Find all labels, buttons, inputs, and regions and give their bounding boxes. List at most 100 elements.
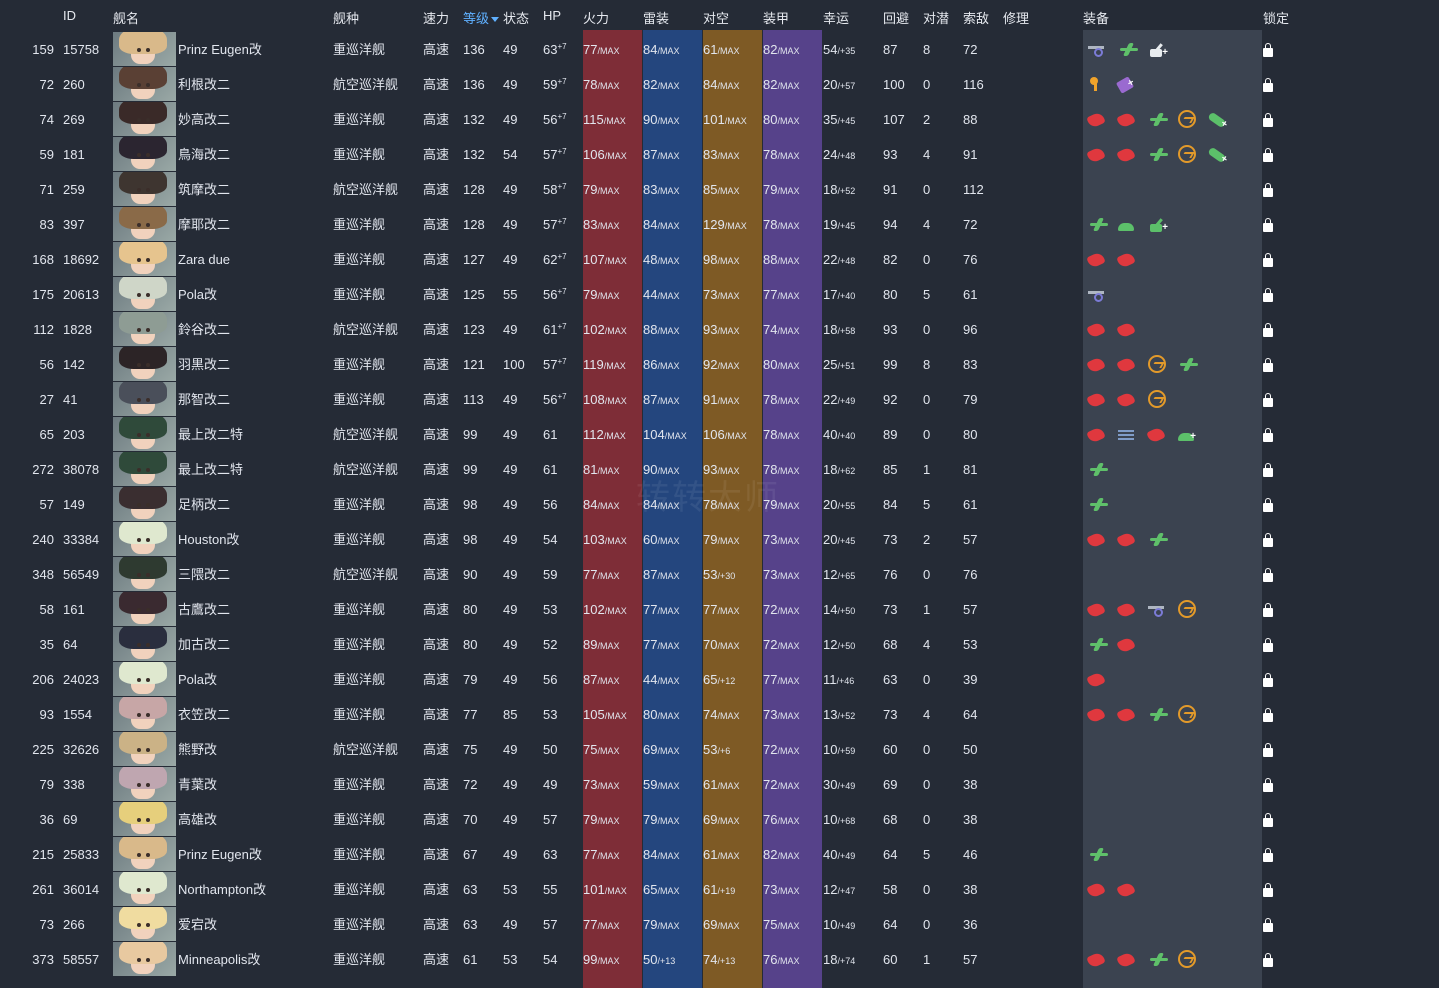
ship-name[interactable]: 鳥海改二 bbox=[178, 147, 231, 162]
main-gun-icon[interactable] bbox=[1086, 881, 1106, 899]
main-gun-icon[interactable] bbox=[1116, 321, 1136, 339]
aircraft-icon[interactable] bbox=[1148, 113, 1168, 125]
ship-name[interactable]: Houston改 bbox=[178, 532, 240, 547]
table-row[interactable]: 35 64 加古改二 重巡洋舰 高速 80 49 52 89/MAX 77/MAX 70/MAX 7… bbox=[0, 627, 1439, 662]
table-row[interactable]: 27 41 那智改二 重巡洋舰 高速 113 49 56+7 108/MAX 87/MAX 91/… bbox=[0, 382, 1439, 417]
table-row[interactable]: 79 338 青葉改 重巡洋舰 高速 72 49 49 73/MAX 59/MAX 61/MAX 7… bbox=[0, 767, 1439, 802]
table-row[interactable]: 57 149 足柄改二 重巡洋舰 高速 98 49 56 84/MAX 84/MAX 78/MAX… bbox=[0, 487, 1439, 522]
searchlight-icon[interactable] bbox=[1088, 75, 1104, 91]
seaplane-icon[interactable] bbox=[1148, 600, 1168, 618]
ship-name[interactable]: Zara due bbox=[178, 252, 231, 267]
table-row[interactable]: 373 58557 Minneapolis改 重巡洋舰 高速 61 53 54 99/MAX 5… bbox=[0, 942, 1439, 977]
header-cond[interactable]: 状态 bbox=[503, 11, 530, 26]
lock-toggle[interactable] bbox=[1263, 463, 1273, 481]
aircraft-icon[interactable] bbox=[1088, 463, 1108, 475]
bulge-icon[interactable] bbox=[1118, 223, 1134, 231]
repair-icon[interactable]: + bbox=[1115, 76, 1136, 94]
radar-icon[interactable] bbox=[1148, 355, 1166, 373]
main-gun-icon[interactable] bbox=[1116, 111, 1136, 129]
aircraft-icon[interactable] bbox=[1088, 848, 1108, 860]
ship-name[interactable]: Northampton改 bbox=[178, 882, 267, 897]
table-row[interactable]: 168 18692 Zara due 重巡洋舰 高速 127 49 62+7 107/MAX 4… bbox=[0, 242, 1439, 277]
seaplane-icon[interactable] bbox=[1088, 40, 1108, 58]
table-row[interactable]: 272 38078 最上改二特 航空巡洋舰 高速 99 49 61 81/MAX 90/MAX 9… bbox=[0, 452, 1439, 487]
aircraft-icon[interactable] bbox=[1088, 638, 1108, 650]
aircraft-icon[interactable] bbox=[1178, 358, 1198, 370]
main-gun-icon[interactable] bbox=[1086, 951, 1106, 969]
ship-name[interactable]: 古鷹改二 bbox=[178, 602, 231, 617]
lock-toggle[interactable] bbox=[1263, 78, 1273, 96]
main-gun-icon[interactable] bbox=[1086, 706, 1106, 724]
main-gun-icon[interactable] bbox=[1086, 671, 1106, 689]
ship-name[interactable]: 最上改二特 bbox=[178, 462, 244, 477]
armor-plate-icon[interactable] bbox=[1118, 429, 1134, 441]
header-los[interactable]: 索敌 bbox=[963, 11, 990, 26]
table-row[interactable]: 112 1828 鈴谷改二 航空巡洋舰 高速 123 49 61+7 102/MAX 88/MA… bbox=[0, 312, 1439, 347]
main-gun-icon[interactable] bbox=[1116, 706, 1136, 724]
lock-toggle[interactable] bbox=[1263, 183, 1273, 201]
aircraft-icon[interactable] bbox=[1088, 498, 1108, 510]
header-asw[interactable]: 对潜 bbox=[923, 11, 950, 26]
lock-toggle[interactable] bbox=[1263, 603, 1273, 621]
lock-toggle[interactable] bbox=[1263, 778, 1273, 796]
table-row[interactable]: 59 181 鳥海改二 重巡洋舰 高速 132 54 57+7 106/MAX 87/MAX 83… bbox=[0, 137, 1439, 172]
table-row[interactable]: 36 69 高雄改 重巡洋舰 高速 70 49 57 79/MAX 79/MAX 69/MAX 76… bbox=[0, 802, 1439, 837]
radar-icon[interactable] bbox=[1178, 110, 1196, 128]
ship-name[interactable]: 那智改二 bbox=[178, 392, 231, 407]
table-row[interactable]: 206 24023 Pola改 重巡洋舰 高速 79 49 56 87/MAX 44/MAX 65… bbox=[0, 662, 1439, 697]
ship-name[interactable]: 羽黒改二 bbox=[178, 357, 231, 372]
header-speed[interactable]: 速力 bbox=[423, 11, 450, 26]
ship-name[interactable]: 高雄改 bbox=[178, 812, 218, 827]
lock-toggle[interactable] bbox=[1263, 708, 1273, 726]
radar-icon[interactable] bbox=[1178, 145, 1196, 163]
lock-toggle[interactable] bbox=[1263, 218, 1273, 236]
lock-toggle[interactable] bbox=[1263, 498, 1273, 516]
ship-name[interactable]: 爱宕改 bbox=[178, 917, 218, 932]
lock-toggle[interactable] bbox=[1263, 323, 1273, 341]
ship-name[interactable]: 妙高改二 bbox=[178, 112, 231, 127]
seaplane-icon[interactable] bbox=[1088, 285, 1108, 303]
table-row[interactable]: 225 32626 熊野改 航空巡洋舰 高速 75 49 50 75/MAX 69/MAX 53/… bbox=[0, 732, 1439, 767]
table-row[interactable]: 93 1554 衣笠改二 重巡洋舰 高速 77 85 53 105/MAX 80/MAX 74/M… bbox=[0, 697, 1439, 732]
main-gun-icon[interactable] bbox=[1116, 391, 1136, 409]
aircraft-icon[interactable] bbox=[1118, 43, 1138, 55]
ship-name[interactable]: 鈴谷改二 bbox=[178, 322, 231, 337]
ship-name[interactable]: 衣笠改二 bbox=[178, 707, 231, 722]
header-evasion[interactable]: 回避 bbox=[883, 11, 910, 26]
table-row[interactable]: 73 266 爱宕改 重巡洋舰 高速 63 49 57 77/MAX 79/MAX 69/MAX 7… bbox=[0, 907, 1439, 942]
table-row[interactable]: 175 20613 Pola改 重巡洋舰 高速 125 55 56+7 79/MAX 44/MA… bbox=[0, 277, 1439, 312]
lock-toggle[interactable] bbox=[1263, 148, 1273, 166]
torpedo-icon[interactable]: + bbox=[1207, 111, 1229, 130]
main-gun-icon[interactable] bbox=[1116, 636, 1136, 654]
main-gun-icon[interactable] bbox=[1116, 356, 1136, 374]
ship-name[interactable]: 加古改二 bbox=[178, 637, 231, 652]
aircraft-icon[interactable] bbox=[1148, 708, 1168, 720]
table-row[interactable]: 215 25833 Prinz Eugen改 重巡洋舰 高速 67 49 63 77/MAX 8… bbox=[0, 837, 1439, 872]
header-name[interactable]: 舰名 bbox=[113, 11, 140, 26]
main-gun-icon[interactable] bbox=[1116, 531, 1136, 549]
lock-toggle[interactable] bbox=[1263, 253, 1273, 271]
main-gun-icon[interactable] bbox=[1116, 601, 1136, 619]
aircraft-icon[interactable] bbox=[1148, 533, 1168, 545]
lock-toggle[interactable] bbox=[1263, 288, 1273, 306]
main-gun-icon[interactable] bbox=[1086, 146, 1106, 164]
main-gun-icon[interactable] bbox=[1116, 146, 1136, 164]
table-row[interactable]: 83 397 摩耶改二 重巡洋舰 高速 128 49 57+7 83/MAX 84/MAX 129… bbox=[0, 207, 1439, 242]
ship-name[interactable]: 最上改二特 bbox=[178, 427, 244, 442]
lock-toggle[interactable] bbox=[1263, 883, 1273, 901]
header-repair[interactable]: 修理 bbox=[1003, 11, 1030, 26]
ship-name[interactable]: Minneapolis改 bbox=[178, 952, 261, 967]
aircraft-icon[interactable] bbox=[1088, 218, 1108, 230]
ship-name[interactable]: Prinz Eugen改 bbox=[178, 847, 262, 862]
radar-icon[interactable] bbox=[1178, 600, 1196, 618]
main-gun-icon[interactable] bbox=[1116, 881, 1136, 899]
table-row[interactable]: 240 33384 Houston改 重巡洋舰 高速 98 49 54 103/MAX 60/M… bbox=[0, 522, 1439, 557]
torpedo-icon[interactable]: + bbox=[1207, 146, 1229, 165]
ship-name[interactable]: Pola改 bbox=[178, 287, 218, 302]
radar-icon[interactable] bbox=[1148, 390, 1166, 408]
lock-toggle[interactable] bbox=[1263, 638, 1273, 656]
table-row[interactable]: 65 203 最上改二特 航空巡洋舰 高速 99 49 61 112/MAX 104/MAX 10… bbox=[0, 417, 1439, 452]
lock-toggle[interactable] bbox=[1263, 43, 1273, 61]
header-id[interactable]: ID bbox=[63, 8, 76, 23]
aa-gun-icon[interactable]: + bbox=[1148, 218, 1168, 233]
